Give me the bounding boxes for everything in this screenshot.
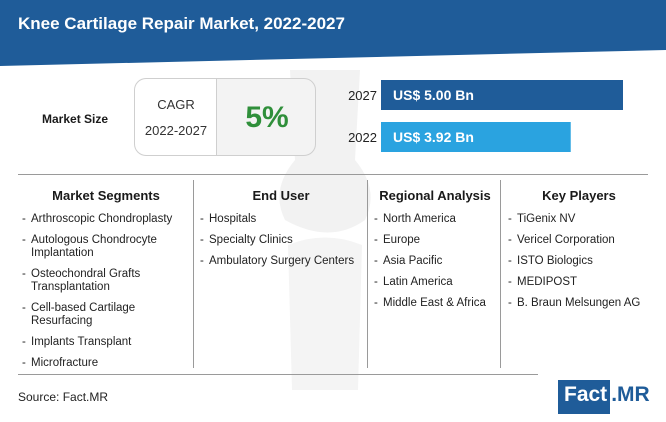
list-item: Latin America: [374, 276, 496, 289]
bar-value-label: US$ 5.00 Bn: [393, 87, 474, 103]
market-size-bar-chart: 2027 US$ 5.00 Bn 2022 US$ 3.92 Bn: [348, 80, 623, 152]
market-size-label: Market Size: [42, 112, 109, 126]
column-regional-analysis: Regional Analysis North America Europe A…: [374, 188, 496, 318]
section-divider: [18, 174, 648, 175]
source-text: Source: Fact.MR: [18, 390, 109, 404]
column-heading: Market Segments: [52, 188, 160, 203]
list-item: Specialty Clinics: [200, 234, 362, 247]
cagr-value-box: 5%: [216, 78, 316, 156]
bar-2022: [381, 122, 571, 152]
cagr-box: CAGR 2022-2027: [134, 78, 216, 156]
cagr-period: 2022-2027: [144, 123, 208, 138]
list-item: Vericel Corporation: [508, 234, 650, 247]
list-item: Ambulatory Surgery Centers: [200, 255, 362, 268]
logo-part-1: Fact: [558, 380, 611, 414]
list-item: MEDIPOST: [508, 276, 650, 289]
column-divider: [500, 180, 501, 368]
factmr-logo: Fact .MR: [558, 380, 650, 414]
list-item: Microfracture: [22, 357, 190, 370]
list-item: Middle East & Africa: [374, 297, 496, 310]
list-item: North America: [374, 213, 496, 226]
column-end-user: End User Hospitals Specialty Clinics Amb…: [200, 188, 362, 276]
column-market-segments: Market Segments Arthroscopic Chondroplas…: [22, 188, 190, 378]
list-item: Autologous Chondrocyte Implantation: [22, 234, 190, 260]
cagr-label: CAGR: [157, 97, 195, 112]
list-item: Cell-based Cartilage Resurfacing: [22, 302, 190, 328]
list-item: Arthroscopic Chondroplasty: [22, 213, 190, 226]
list-item: Implants Transplant: [22, 336, 190, 349]
list-item: B. Braun Melsungen AG: [508, 297, 650, 310]
list-item: ISTO Biologics: [508, 255, 650, 268]
column-heading: Key Players: [542, 188, 616, 203]
column-heading: End User: [252, 188, 310, 203]
header-slant: [0, 50, 666, 66]
list-item: Osteochondral Grafts Transplantation: [22, 268, 190, 294]
list-item: Asia Pacific: [374, 255, 496, 268]
cagr-value: 5%: [245, 101, 289, 134]
year-label: 2022: [348, 130, 377, 145]
bar-value-label: US$ 3.92 Bn: [393, 129, 474, 145]
column-divider: [367, 180, 368, 368]
logo-part-2: .MR: [611, 383, 650, 406]
list-item: Hospitals: [200, 213, 362, 226]
column-key-players: Key Players TiGenix NV Vericel Corporati…: [508, 188, 650, 318]
column-heading: Regional Analysis: [379, 188, 491, 203]
year-label: 2027: [348, 88, 377, 103]
list-item: TiGenix NV: [508, 213, 650, 226]
list-item: Europe: [374, 234, 496, 247]
column-divider: [193, 180, 194, 368]
header-banner: Knee Cartilage Repair Market, 2022-2027: [0, 0, 666, 66]
page-title: Knee Cartilage Repair Market, 2022-2027: [18, 14, 345, 33]
bar-2027: [381, 80, 623, 110]
footer-divider: [18, 374, 538, 375]
